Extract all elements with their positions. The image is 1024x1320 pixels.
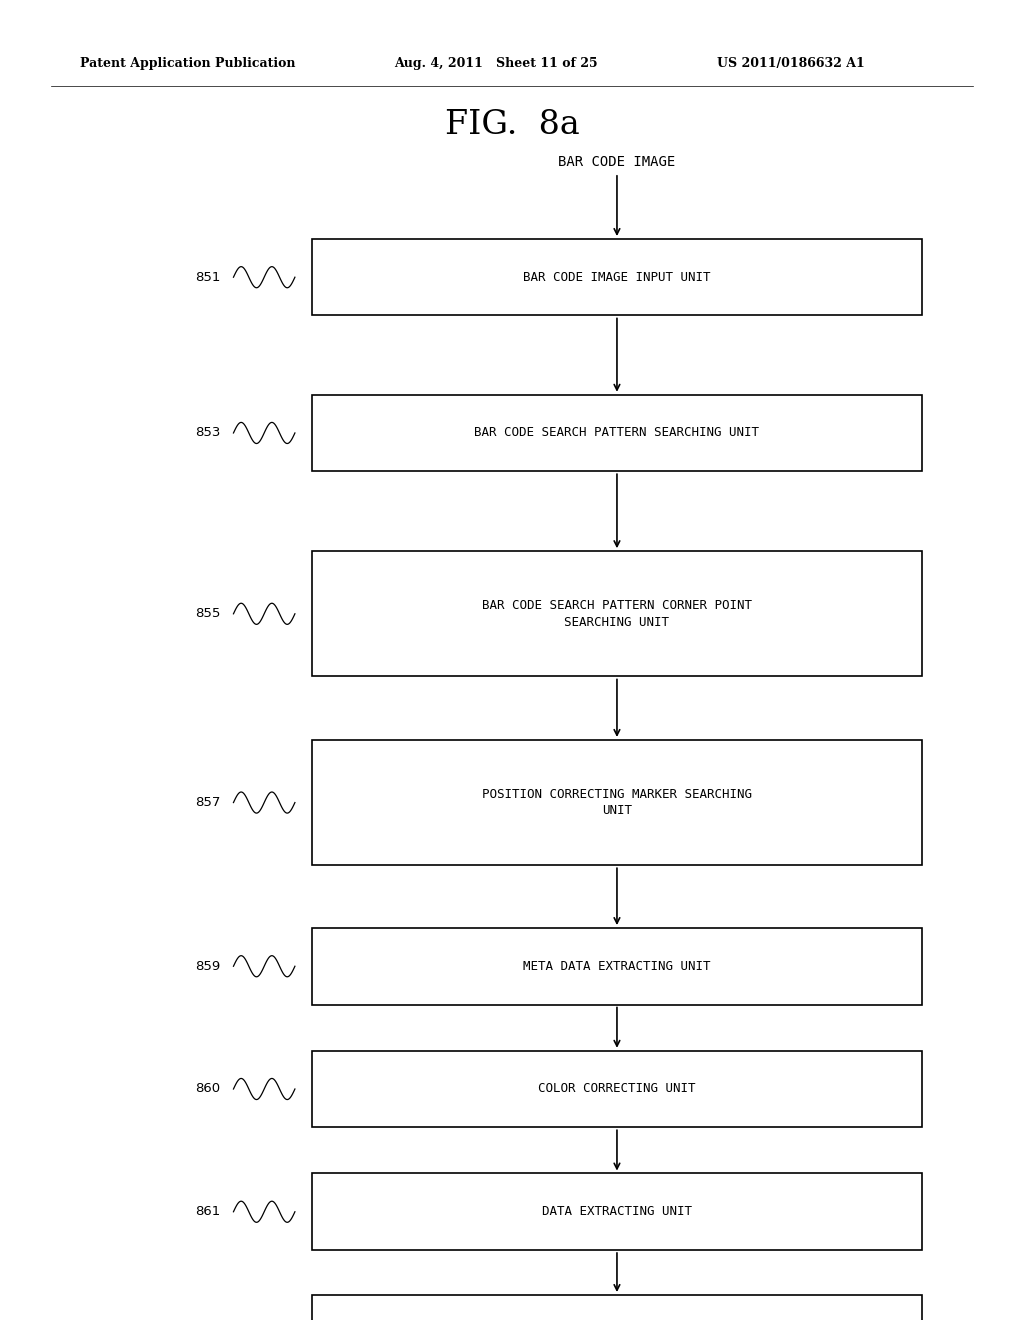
Text: Patent Application Publication: Patent Application Publication (80, 57, 295, 70)
Bar (312, 239, 922, 315)
Text: POSITION CORRECTING MARKER SEARCHING
UNIT: POSITION CORRECTING MARKER SEARCHING UNI… (482, 788, 752, 817)
Text: 861: 861 (195, 1205, 220, 1218)
Bar (312, 1173, 922, 1250)
Text: FIG.  8a: FIG. 8a (444, 110, 580, 141)
Text: 853: 853 (195, 426, 220, 440)
Bar (312, 928, 922, 1005)
Text: 855: 855 (195, 607, 220, 620)
Text: Aug. 4, 2011   Sheet 11 of 25: Aug. 4, 2011 Sheet 11 of 25 (394, 57, 598, 70)
Bar (312, 1051, 922, 1127)
Bar (312, 552, 922, 676)
Bar (312, 1295, 922, 1320)
Bar (312, 739, 922, 866)
Bar (312, 395, 922, 471)
Text: BAR CODE IMAGE: BAR CODE IMAGE (558, 156, 676, 169)
Text: US 2011/0186632 A1: US 2011/0186632 A1 (717, 57, 864, 70)
Text: 851: 851 (195, 271, 220, 284)
Text: 859: 859 (195, 960, 220, 973)
Text: 857: 857 (195, 796, 220, 809)
Text: BAR CODE SEARCH PATTERN CORNER POINT
SEARCHING UNIT: BAR CODE SEARCH PATTERN CORNER POINT SEA… (482, 599, 752, 628)
Text: BAR CODE IMAGE INPUT UNIT: BAR CODE IMAGE INPUT UNIT (523, 271, 711, 284)
Text: META DATA EXTRACTING UNIT: META DATA EXTRACTING UNIT (523, 960, 711, 973)
Text: DATA EXTRACTING UNIT: DATA EXTRACTING UNIT (542, 1205, 692, 1218)
Text: COLOR CORRECTING UNIT: COLOR CORRECTING UNIT (539, 1082, 695, 1096)
Text: 860: 860 (195, 1082, 220, 1096)
Text: BAR CODE SEARCH PATTERN SEARCHING UNIT: BAR CODE SEARCH PATTERN SEARCHING UNIT (474, 426, 760, 440)
